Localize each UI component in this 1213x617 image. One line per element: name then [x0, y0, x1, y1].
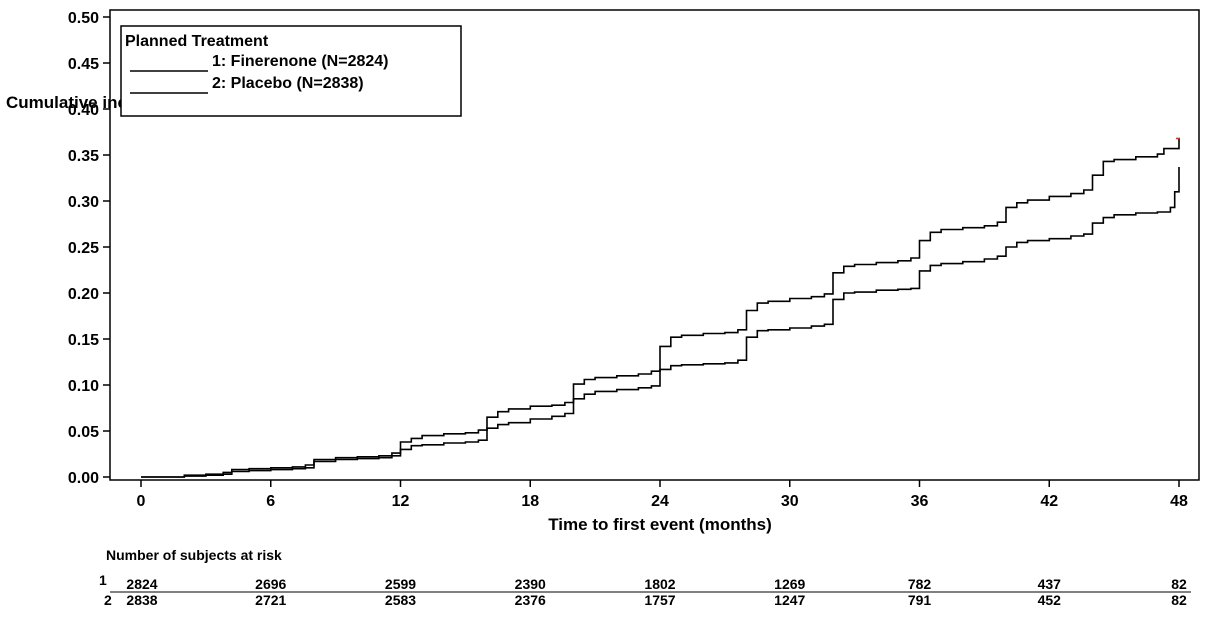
legend-entry-1: 1: Finerenone (N=2824): [212, 53, 389, 70]
x-tick-label: 24: [651, 493, 669, 510]
risk-table-title: Number of subjects at risk: [106, 547, 282, 563]
risk-table-rows: 1 2824 2696 2599 2390 1802 1269 782 437 82 2 2838 27…: [99, 572, 1191, 608]
plot-frame: [109, 9, 1200, 481]
risk-cell: 791: [908, 592, 932, 608]
risk-cell: 2721: [255, 592, 286, 608]
x-tick-label: 0: [137, 493, 146, 510]
risk-cell: 2583: [385, 592, 416, 608]
risk-cell: 2838: [126, 592, 157, 608]
x-tick-label: 12: [392, 493, 410, 510]
risk-cell: 1247: [774, 592, 805, 608]
y-axis: 0.00 0.05 0.10 0.15 0.20 0.25 0.30 0.35 0.40 0.45…: [68, 10, 110, 487]
y-tick-label: 0.40: [68, 102, 99, 119]
y-tick-label: 0.35: [68, 148, 99, 165]
risk-cell: 2696: [255, 576, 286, 592]
legend-title: Planned Treatment: [125, 33, 269, 50]
risk-row-label: 1: [99, 572, 107, 588]
risk-cell: 437: [1038, 576, 1062, 592]
y-tick-label: 0.15: [68, 332, 99, 349]
risk-cell: 2390: [515, 576, 546, 592]
risk-cell: 1802: [644, 576, 675, 592]
plot-area: [109, 9, 1200, 481]
risk-cell: 82: [1171, 592, 1187, 608]
y-tick-label: 0.05: [68, 424, 99, 441]
series-line-2: [141, 138, 1180, 478]
x-tick-label: 42: [1040, 493, 1058, 510]
x-axis: 0 6 12 18 24 30 36 42 48: [137, 480, 1188, 510]
risk-cell: 1757: [644, 592, 675, 608]
legend-entries: 1: Finerenone (N=2824) 2: Placebo (N=2838…: [130, 53, 389, 94]
risk-cell: 2599: [385, 576, 416, 592]
y-tick-label: 0.00: [68, 470, 99, 487]
legend-entry-2: 2: Placebo (N=2838): [212, 75, 364, 92]
risk-cell: 82: [1171, 576, 1187, 592]
x-tick-label: 30: [781, 493, 799, 510]
risk-cell: 452: [1038, 592, 1062, 608]
y-tick-label: 0.20: [68, 286, 99, 303]
y-tick-label: 0.50: [68, 10, 99, 27]
series-lines: [141, 137, 1180, 478]
risk-cell: 782: [908, 576, 932, 592]
risk-row-label: 2: [104, 592, 112, 608]
x-tick-label: 36: [911, 493, 929, 510]
y-tick-label: 0.10: [68, 378, 99, 395]
x-axis-label: Time to first event (months): [548, 515, 772, 534]
x-tick-label: 6: [266, 493, 275, 510]
x-tick-label: 48: [1170, 493, 1188, 510]
legend: Planned Treatment 1: Finerenone (N=2824)…: [120, 25, 462, 117]
y-tick-label: 0.45: [68, 56, 99, 73]
x-tick-label: 18: [521, 493, 539, 510]
y-tick-label: 0.25: [68, 240, 99, 257]
series-line-1: [141, 167, 1180, 478]
risk-cell: 2376: [515, 592, 546, 608]
risk-cell: 2824: [126, 576, 157, 592]
risk-table: Number of subjects at risk 1 2824 2696 2599…: [99, 547, 1191, 608]
risk-cell: 1269: [774, 576, 805, 592]
y-tick-label: 0.30: [68, 194, 99, 211]
